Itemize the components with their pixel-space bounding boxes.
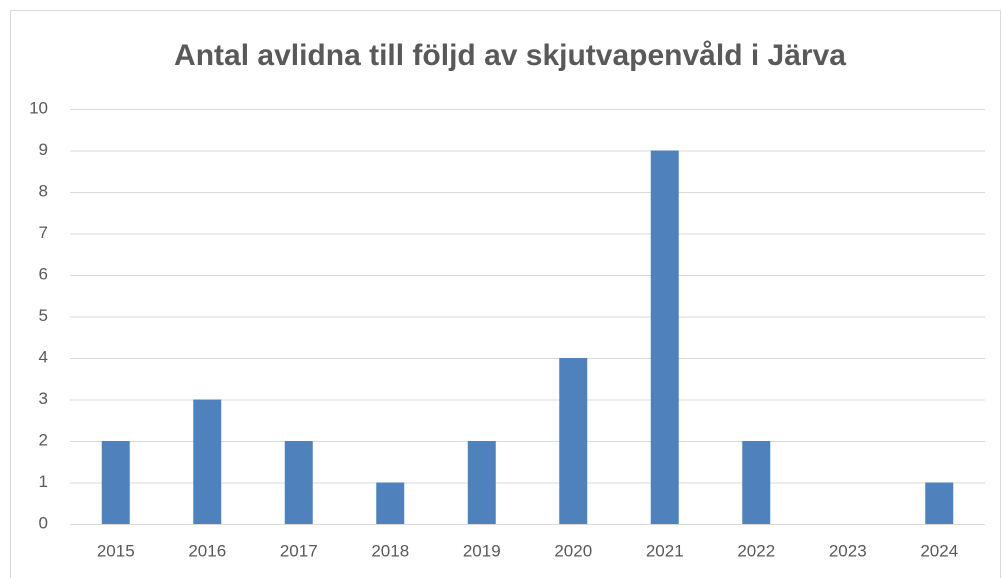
y-tick-label: 6 [39, 264, 48, 283]
bar [376, 482, 405, 524]
bar [284, 441, 313, 524]
x-tick-label: 2022 [737, 541, 775, 560]
bar [742, 441, 771, 524]
y-tick-label: 0 [39, 513, 48, 532]
y-tick-label: 10 [29, 98, 48, 117]
x-tick-label: 2023 [829, 541, 867, 560]
y-tick-label: 2 [39, 430, 48, 449]
x-tick-label: 2015 [97, 541, 135, 560]
bar [193, 399, 222, 524]
bar [650, 150, 679, 524]
bar [101, 441, 130, 524]
x-tick-label: 2017 [280, 541, 318, 560]
x-tick-label: 2019 [463, 541, 501, 560]
x-tick-label: 2016 [188, 541, 226, 560]
x-tick-label: 2018 [371, 541, 409, 560]
x-tick-label: 2020 [554, 541, 592, 560]
y-tick-label: 3 [39, 389, 48, 408]
bar [467, 441, 496, 524]
bar [559, 358, 588, 524]
chart-title: Antal avlidna till följd av skjutvapenvå… [174, 39, 846, 72]
x-tick-label: 2021 [646, 541, 684, 560]
y-tick-label: 7 [39, 223, 48, 242]
y-tick-label: 1 [39, 472, 48, 491]
y-tick-label: 8 [39, 181, 48, 200]
y-tick-label: 4 [39, 347, 48, 366]
bar [925, 482, 954, 524]
y-tick-label: 9 [39, 140, 48, 159]
x-tick-label: 2024 [920, 541, 958, 560]
y-tick-label: 5 [39, 306, 48, 325]
chart-border [10, 10, 1001, 578]
